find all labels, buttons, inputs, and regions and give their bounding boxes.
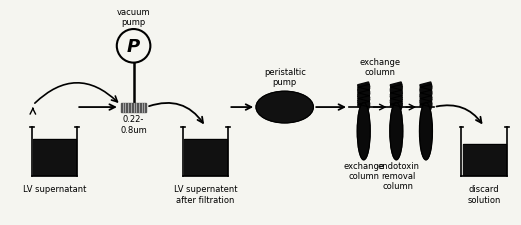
Polygon shape	[357, 94, 370, 101]
Text: 0.22-
0.8um: 0.22- 0.8um	[120, 115, 147, 134]
Polygon shape	[357, 88, 370, 96]
Text: peristaltic
pump: peristaltic pump	[264, 68, 306, 87]
Bar	[121, 103, 146, 112]
Bar	[463, 144, 506, 176]
Polygon shape	[420, 102, 432, 110]
Polygon shape	[420, 99, 432, 107]
Polygon shape	[390, 99, 402, 107]
Polygon shape	[357, 99, 370, 107]
Ellipse shape	[390, 103, 403, 160]
Ellipse shape	[419, 103, 432, 160]
Polygon shape	[420, 88, 432, 96]
Text: LV supernatant: LV supernatant	[23, 184, 86, 193]
Polygon shape	[420, 83, 432, 90]
Polygon shape	[390, 83, 402, 90]
Text: LV supernatent
after filtration: LV supernatent after filtration	[174, 184, 238, 204]
Polygon shape	[420, 94, 432, 101]
Bar	[184, 140, 227, 176]
Polygon shape	[357, 83, 370, 90]
Text: exchange
column: exchange column	[359, 58, 401, 77]
Bar	[33, 140, 76, 176]
Polygon shape	[390, 94, 402, 101]
Polygon shape	[390, 91, 402, 99]
Text: endotoxin
removal
column: endotoxin removal column	[377, 161, 419, 191]
Polygon shape	[420, 97, 432, 104]
Text: discard
solution: discard solution	[467, 184, 501, 204]
Text: P: P	[127, 38, 140, 56]
Polygon shape	[357, 91, 370, 99]
Polygon shape	[357, 102, 370, 110]
Polygon shape	[357, 97, 370, 104]
Polygon shape	[390, 86, 402, 93]
Polygon shape	[390, 102, 402, 110]
Polygon shape	[420, 86, 432, 93]
Polygon shape	[390, 88, 402, 96]
Ellipse shape	[256, 92, 313, 123]
Text: exchange
column: exchange column	[343, 161, 384, 180]
Polygon shape	[357, 86, 370, 93]
Polygon shape	[420, 91, 432, 99]
Ellipse shape	[357, 103, 370, 160]
Text: vacuum
pump: vacuum pump	[117, 8, 151, 27]
Polygon shape	[390, 97, 402, 104]
